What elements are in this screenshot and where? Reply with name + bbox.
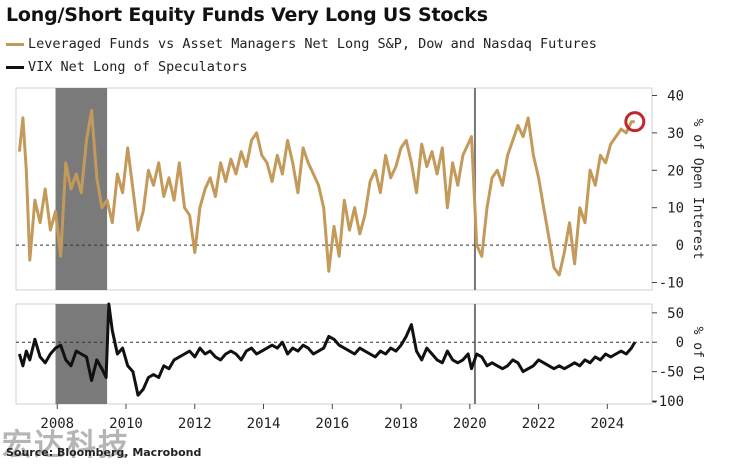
chart-title: Long/Short Equity Funds Very Long US Sto… xyxy=(6,4,488,26)
legend-swatch-vix xyxy=(6,65,24,69)
top-ytick-label: 30 xyxy=(667,126,684,142)
source-note: Source: Bloomberg, Macrobond xyxy=(6,446,202,459)
top-ytick-label: -10 xyxy=(659,276,684,292)
xtick-label: 2008 xyxy=(40,416,74,432)
legend-label-leveraged-funds: Leveraged Funds vs Asset Managers Net Lo… xyxy=(28,36,597,52)
xtick-label: 2012 xyxy=(178,416,212,432)
legend-label-vix: VIX Net Long of Speculators xyxy=(28,59,248,75)
series-line-bottom xyxy=(17,302,637,397)
highlight-circle xyxy=(624,111,646,133)
legend-item-vix: VIX Net Long of Speculators xyxy=(6,59,247,75)
bottom-ytick-label: 0 xyxy=(676,335,684,351)
bottom-ytick-label: -50 xyxy=(659,365,684,381)
xtick-label: 2010 xyxy=(109,416,143,432)
bottom-ytick-label: 50 xyxy=(667,306,684,322)
top-ytick-label: 40 xyxy=(667,88,684,104)
legend-swatch-leveraged-funds xyxy=(6,42,24,46)
top-axis-title: % of Open Interest xyxy=(690,119,705,260)
xtick-label: 2018 xyxy=(384,416,418,432)
bottom-panel-frame xyxy=(15,303,653,405)
series-line-top xyxy=(17,108,635,277)
top-ytick-label: 0 xyxy=(676,238,684,254)
legend-item-leveraged-funds: Leveraged Funds vs Asset Managers Net Lo… xyxy=(6,36,597,52)
bottom-ytick-label: -100 xyxy=(650,394,684,410)
xtick-label: 2016 xyxy=(315,416,349,432)
top-panel-frame xyxy=(15,87,653,291)
xtick-label: 2020 xyxy=(453,416,487,432)
xtick-label: 2022 xyxy=(522,416,556,432)
bottom-axis-title: % of OI xyxy=(690,327,705,382)
watermark-text: 宏达科技 xyxy=(2,428,130,463)
top-ytick-label: 20 xyxy=(667,163,684,179)
top-ytick-label: 10 xyxy=(667,201,684,217)
xtick-label: 2014 xyxy=(247,416,281,432)
xtick-label: 2024 xyxy=(590,416,624,432)
